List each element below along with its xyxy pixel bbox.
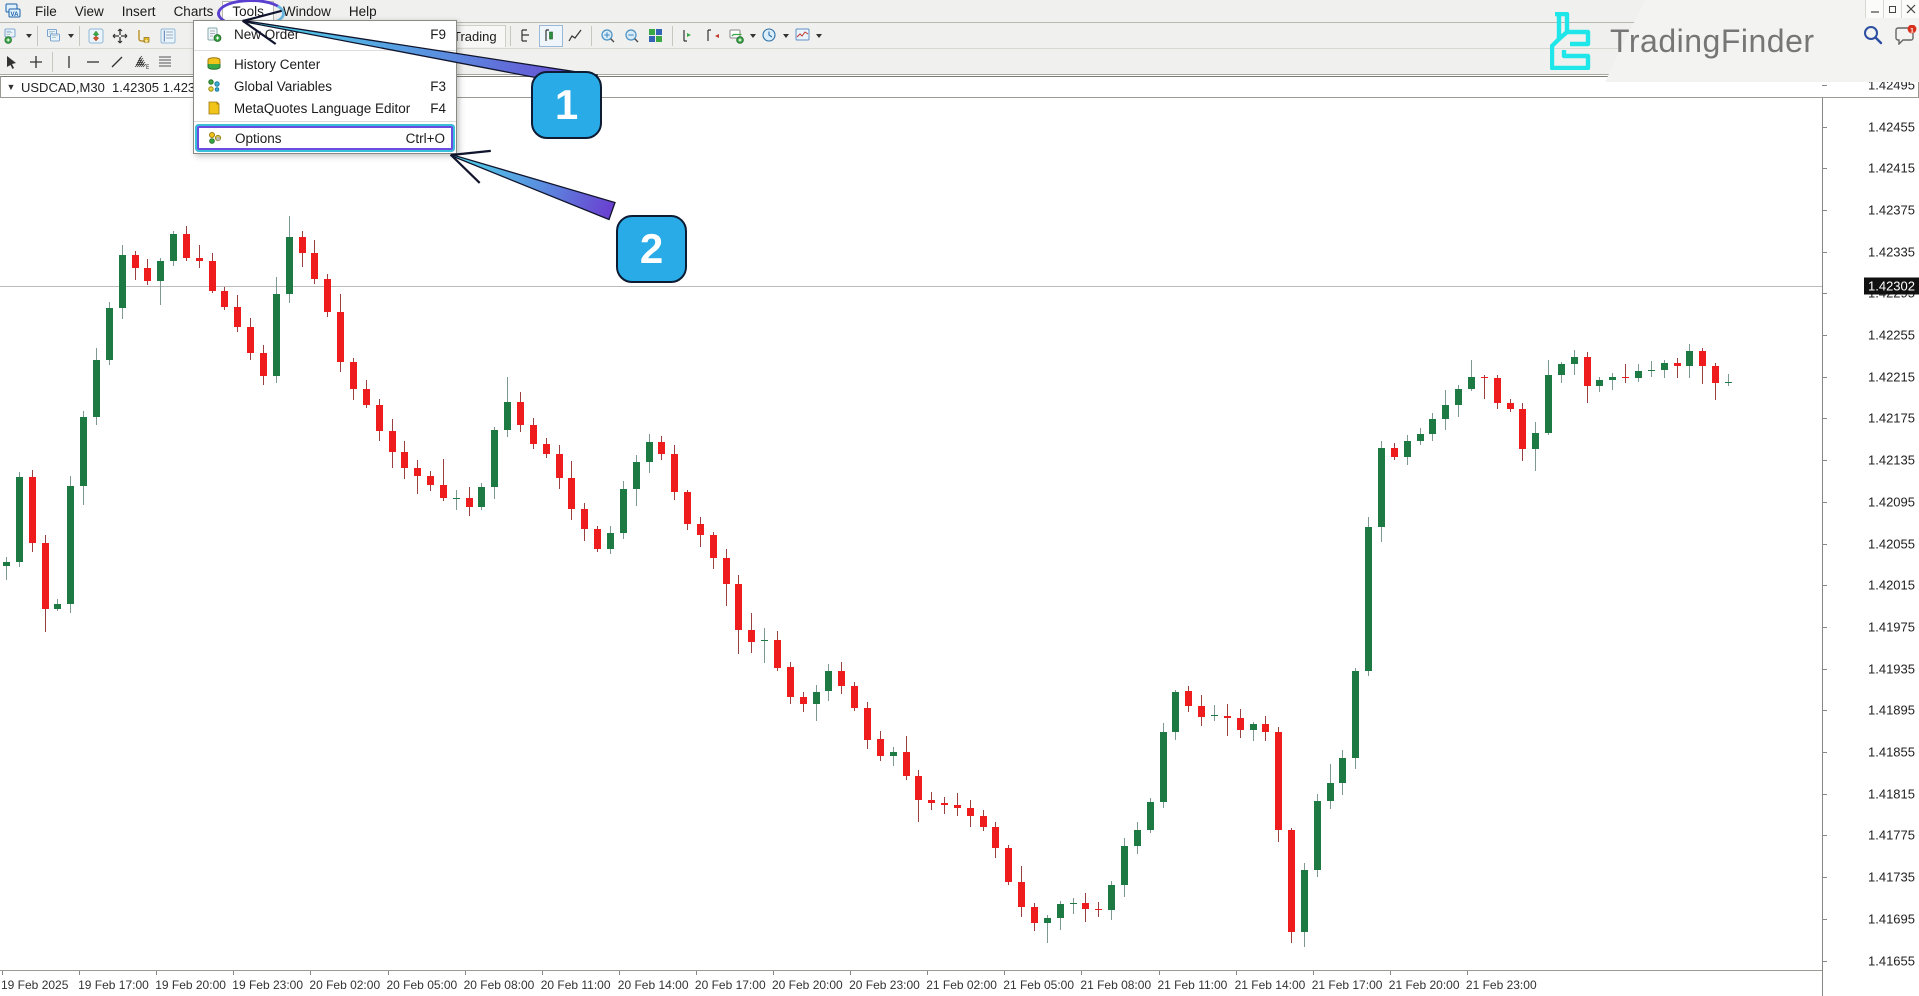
svg-text:1: 1 [1910, 27, 1914, 34]
svg-text:VA: VA [10, 12, 19, 18]
svg-text:E: E [146, 65, 149, 70]
